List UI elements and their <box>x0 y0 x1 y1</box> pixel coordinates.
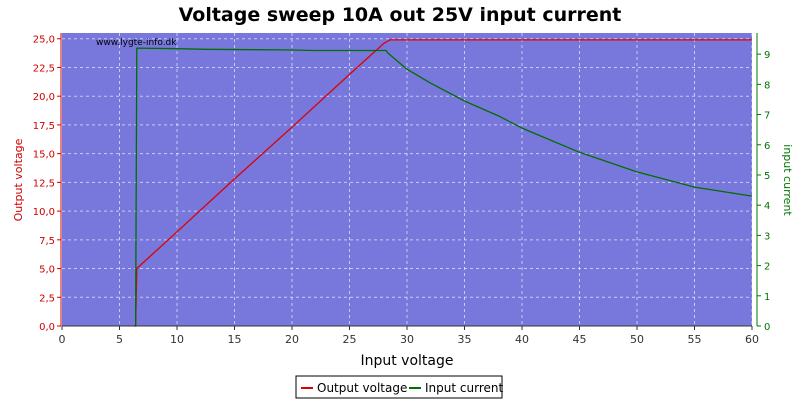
watermark: www.lygte-info.dk <box>96 38 177 48</box>
x-tick-label: 50 <box>630 333 644 346</box>
x-tick-label: 25 <box>343 333 357 346</box>
y-left-tick-label: 15,0 <box>33 150 55 161</box>
y-right-tick-label: 2 <box>764 262 770 273</box>
y-left-tick-label: 22,5 <box>33 63 55 74</box>
y-right-tick-label: 7 <box>764 111 770 122</box>
x-tick-label: 10 <box>170 333 184 346</box>
legend-label-input-current: Input current <box>425 381 503 395</box>
x-tick-label: 60 <box>745 333 759 346</box>
y-right-tick-label: 9 <box>764 50 770 61</box>
y-right-tick-label: 6 <box>764 141 770 152</box>
chart-title: Voltage sweep 10A out 25V input current <box>179 4 622 26</box>
x-tick-label: 5 <box>116 333 123 346</box>
y-left-tick-label: 17,5 <box>33 121 55 132</box>
grid <box>62 33 753 326</box>
legend-label-output-voltage: Output voltage <box>317 381 407 395</box>
y-right-tick-label: 4 <box>764 201 770 212</box>
series-line-input-current <box>134 47 753 327</box>
y-axis-label-right: input current <box>781 144 794 216</box>
x-tick-label: 0 <box>59 333 66 346</box>
x-tick-label: 55 <box>688 333 702 346</box>
y-right-tick-label: 3 <box>764 231 770 242</box>
y-left-tick-label: 5,0 <box>39 265 55 276</box>
x-tick-label: 20 <box>285 333 299 346</box>
series-layer <box>134 39 753 327</box>
y-left-tick-label: 0,0 <box>39 322 55 333</box>
y-left-tick-label: 25,0 <box>33 35 55 46</box>
x-tick-label: 35 <box>458 333 472 346</box>
y-left-tick-label: 20,0 <box>33 92 55 103</box>
x-tick-label: 45 <box>573 333 587 346</box>
x-tick-label: 30 <box>400 333 414 346</box>
y-right-tick-label: 5 <box>764 171 770 182</box>
series-line-output-voltage <box>134 39 752 327</box>
x-tick-label: 15 <box>228 333 242 346</box>
x-tick-label: 40 <box>515 333 529 346</box>
y-axis-label-left: Output voltage <box>12 138 25 221</box>
y-left-tick-label: 2,5 <box>39 293 55 304</box>
y-left-tick-label: 12,5 <box>33 178 55 189</box>
legend: Output voltage Input current <box>295 375 503 399</box>
y-right-tick-label: 8 <box>764 80 770 91</box>
y-left-tick-label: 7,5 <box>39 236 55 247</box>
y-left-tick-label: 10,0 <box>33 207 55 218</box>
y-right-tick-label: 0 <box>764 322 770 333</box>
tick-layer: 0 5 10 15 20 25 30 35 40 45 50 55 600,02,55,07,510,0… <box>33 35 771 346</box>
legend-box <box>295 375 503 399</box>
x-axis-label: Input voltage <box>360 353 453 369</box>
y-right-tick-label: 1 <box>764 292 770 303</box>
